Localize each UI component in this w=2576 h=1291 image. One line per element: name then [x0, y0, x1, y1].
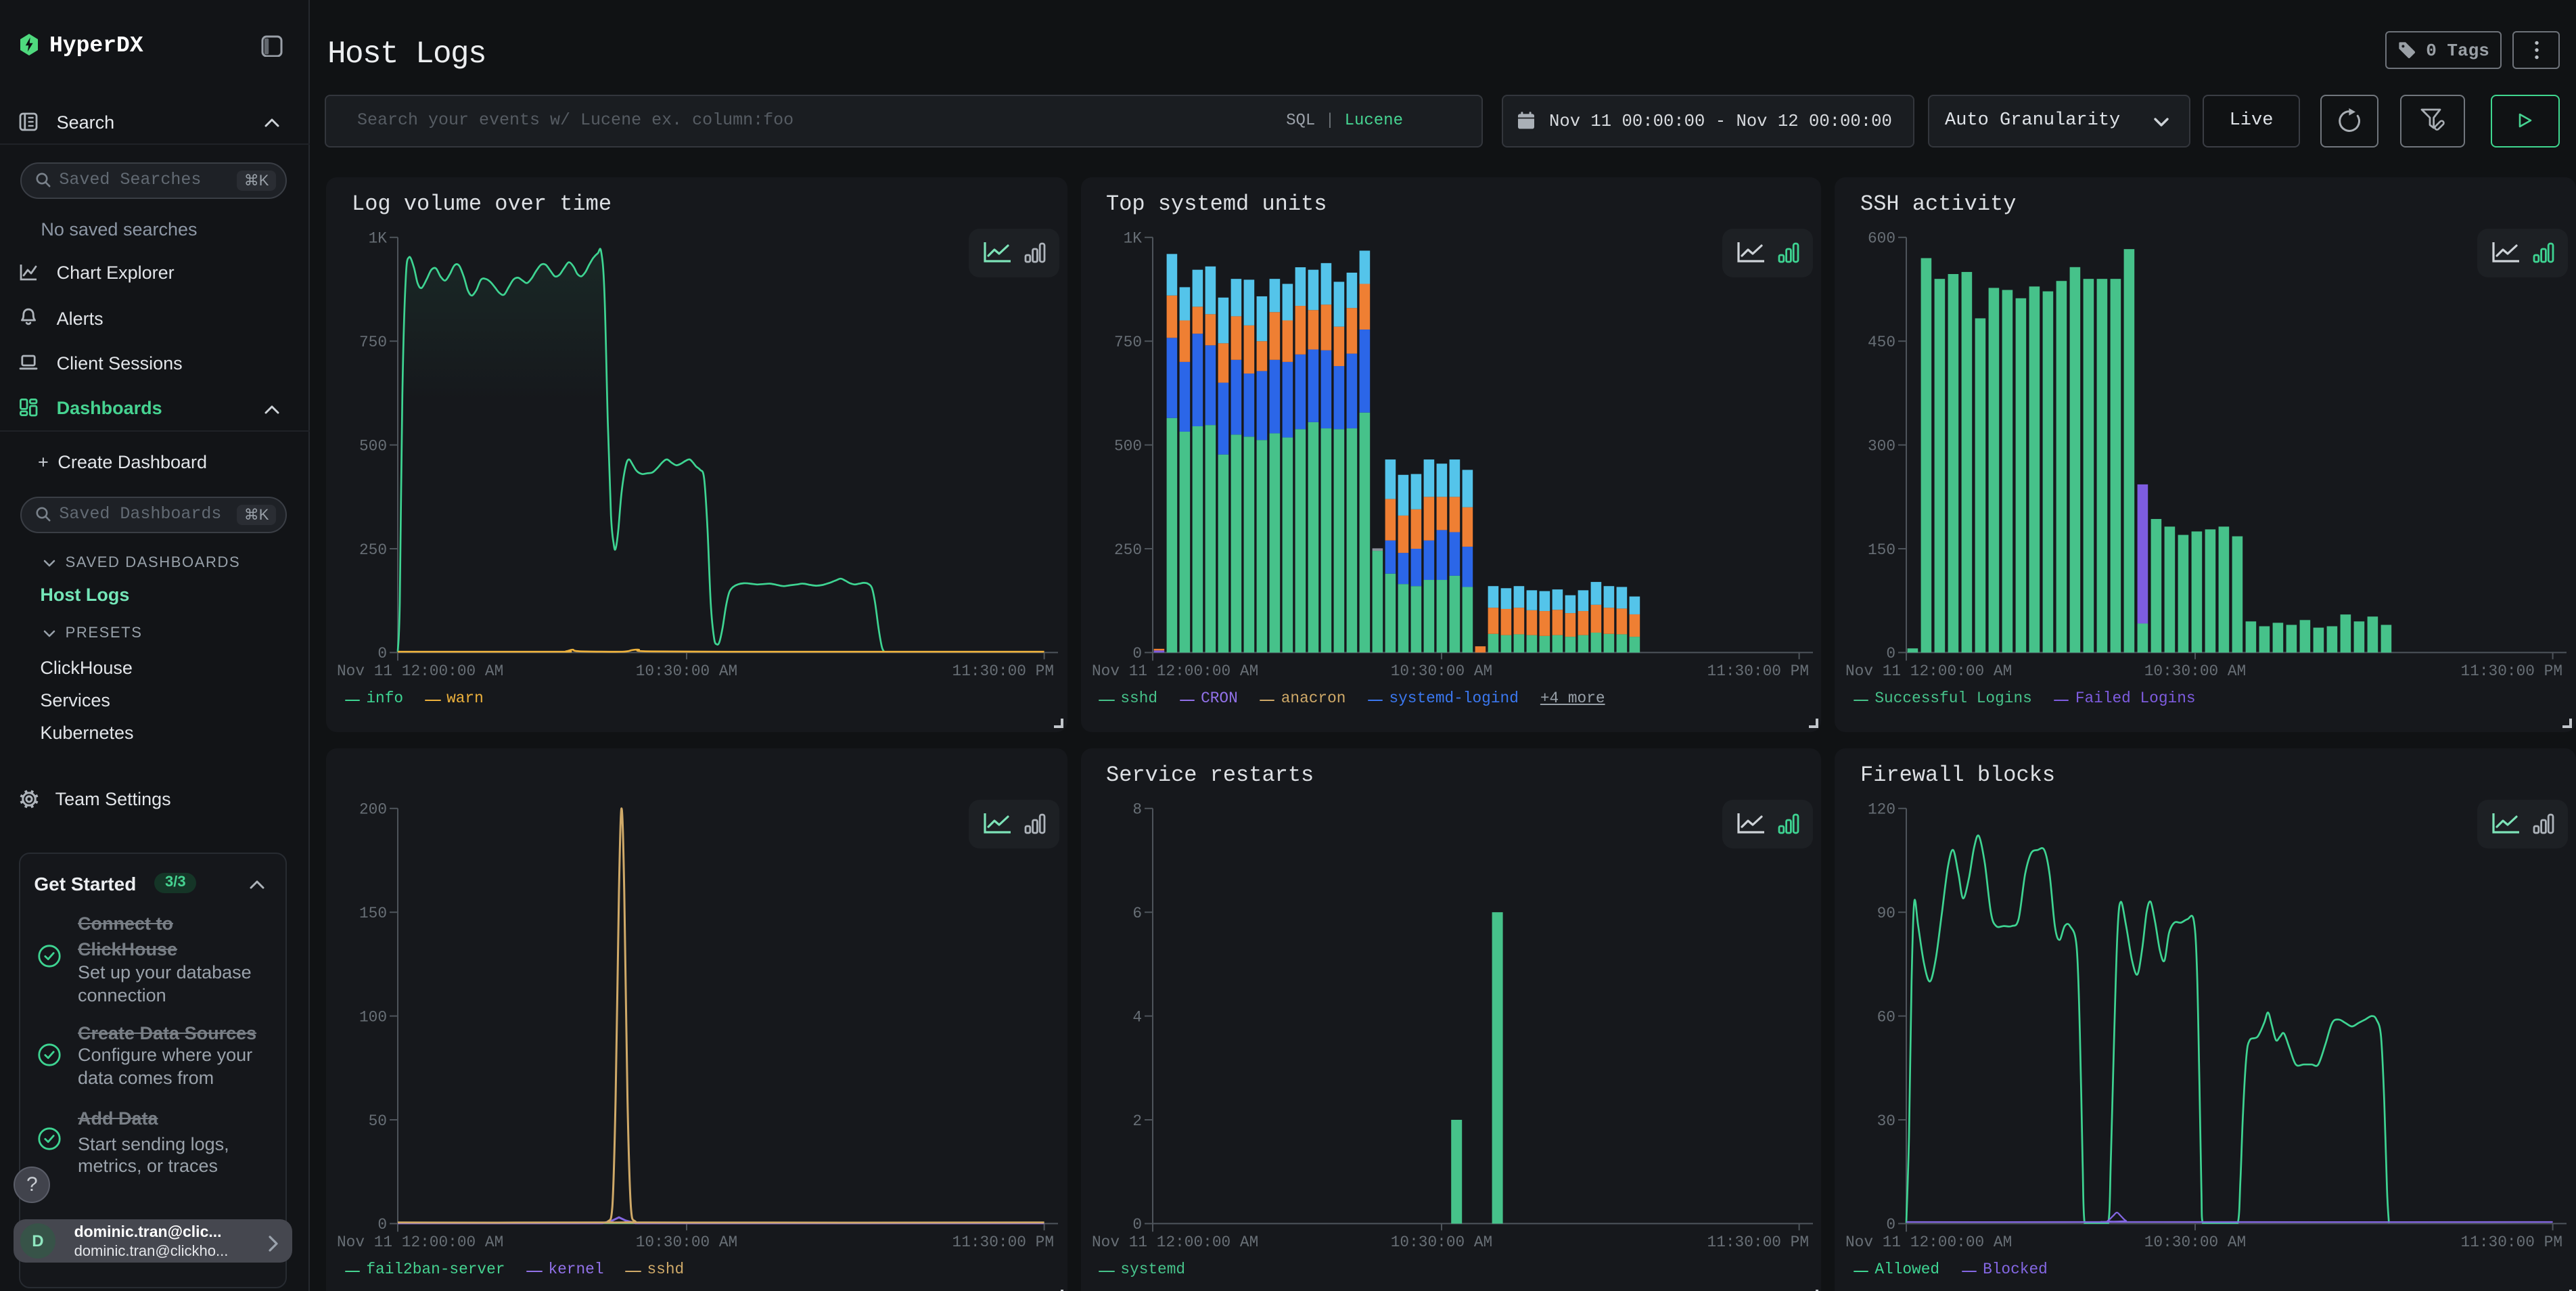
- svg-text:Nov 11 12:00:00 AM: Nov 11 12:00:00 AM: [337, 662, 503, 679]
- svg-text:4: 4: [1132, 1008, 1141, 1026]
- svg-text:10:30:00 AM: 10:30:00 AM: [1390, 662, 1492, 679]
- svg-text:10:30:00 AM: 10:30:00 AM: [636, 1233, 737, 1250]
- svg-text:1K: 1K: [369, 229, 388, 247]
- svg-text:11:30:00 PM: 11:30:00 PM: [2461, 1233, 2562, 1250]
- svg-text:Nov 11 12:00:00 AM: Nov 11 12:00:00 AM: [1845, 662, 2012, 679]
- svg-text:11:30:00 PM: 11:30:00 PM: [1707, 1233, 1808, 1250]
- svg-text:150: 150: [359, 904, 387, 922]
- svg-text:10:30:00 AM: 10:30:00 AM: [2144, 662, 2246, 679]
- svg-text:0: 0: [1886, 644, 1895, 662]
- svg-text:10:30:00 AM: 10:30:00 AM: [1390, 1233, 1492, 1250]
- svg-text:0: 0: [1132, 1215, 1141, 1233]
- svg-text:450: 450: [1868, 333, 1895, 350]
- svg-text:0: 0: [1886, 1215, 1895, 1233]
- svg-text:11:30:00 PM: 11:30:00 PM: [952, 1233, 1054, 1250]
- svg-text:Nov 11 12:00:00 AM: Nov 11 12:00:00 AM: [1091, 1233, 1258, 1250]
- svg-text:11:30:00 PM: 11:30:00 PM: [1707, 662, 1808, 679]
- svg-text:6: 6: [1132, 904, 1141, 922]
- svg-text:600: 600: [1868, 229, 1895, 247]
- svg-text:120: 120: [1868, 800, 1895, 818]
- svg-text:250: 250: [1113, 541, 1141, 558]
- svg-text:11:30:00 PM: 11:30:00 PM: [952, 662, 1054, 679]
- svg-text:250: 250: [359, 541, 387, 558]
- svg-text:30: 30: [1877, 1112, 1895, 1129]
- svg-text:0: 0: [377, 644, 387, 662]
- svg-text:2: 2: [1132, 1112, 1141, 1129]
- svg-text:Nov 11 12:00:00 AM: Nov 11 12:00:00 AM: [1091, 662, 1258, 679]
- svg-text:10:30:00 AM: 10:30:00 AM: [636, 662, 737, 679]
- svg-text:50: 50: [369, 1112, 387, 1129]
- svg-text:150: 150: [1868, 541, 1895, 558]
- svg-text:300: 300: [1868, 437, 1895, 455]
- svg-text:Nov 11 12:00:00 AM: Nov 11 12:00:00 AM: [1845, 1233, 2012, 1250]
- svg-text:60: 60: [1877, 1008, 1895, 1026]
- svg-text:Nov 11 12:00:00 AM: Nov 11 12:00:00 AM: [337, 1233, 503, 1250]
- svg-text:200: 200: [359, 800, 387, 818]
- svg-text:90: 90: [1877, 904, 1895, 922]
- svg-text:100: 100: [359, 1008, 387, 1026]
- svg-text:0: 0: [1132, 644, 1141, 662]
- svg-text:750: 750: [359, 333, 387, 350]
- svg-text:10:30:00 AM: 10:30:00 AM: [2144, 1233, 2246, 1250]
- svg-text:1K: 1K: [1123, 229, 1142, 247]
- svg-text:500: 500: [1113, 437, 1141, 455]
- svg-text:750: 750: [1113, 333, 1141, 350]
- svg-text:500: 500: [359, 437, 387, 455]
- svg-text:8: 8: [1132, 800, 1141, 818]
- svg-text:11:30:00 PM: 11:30:00 PM: [2461, 662, 2562, 679]
- svg-text:0: 0: [377, 1215, 387, 1233]
